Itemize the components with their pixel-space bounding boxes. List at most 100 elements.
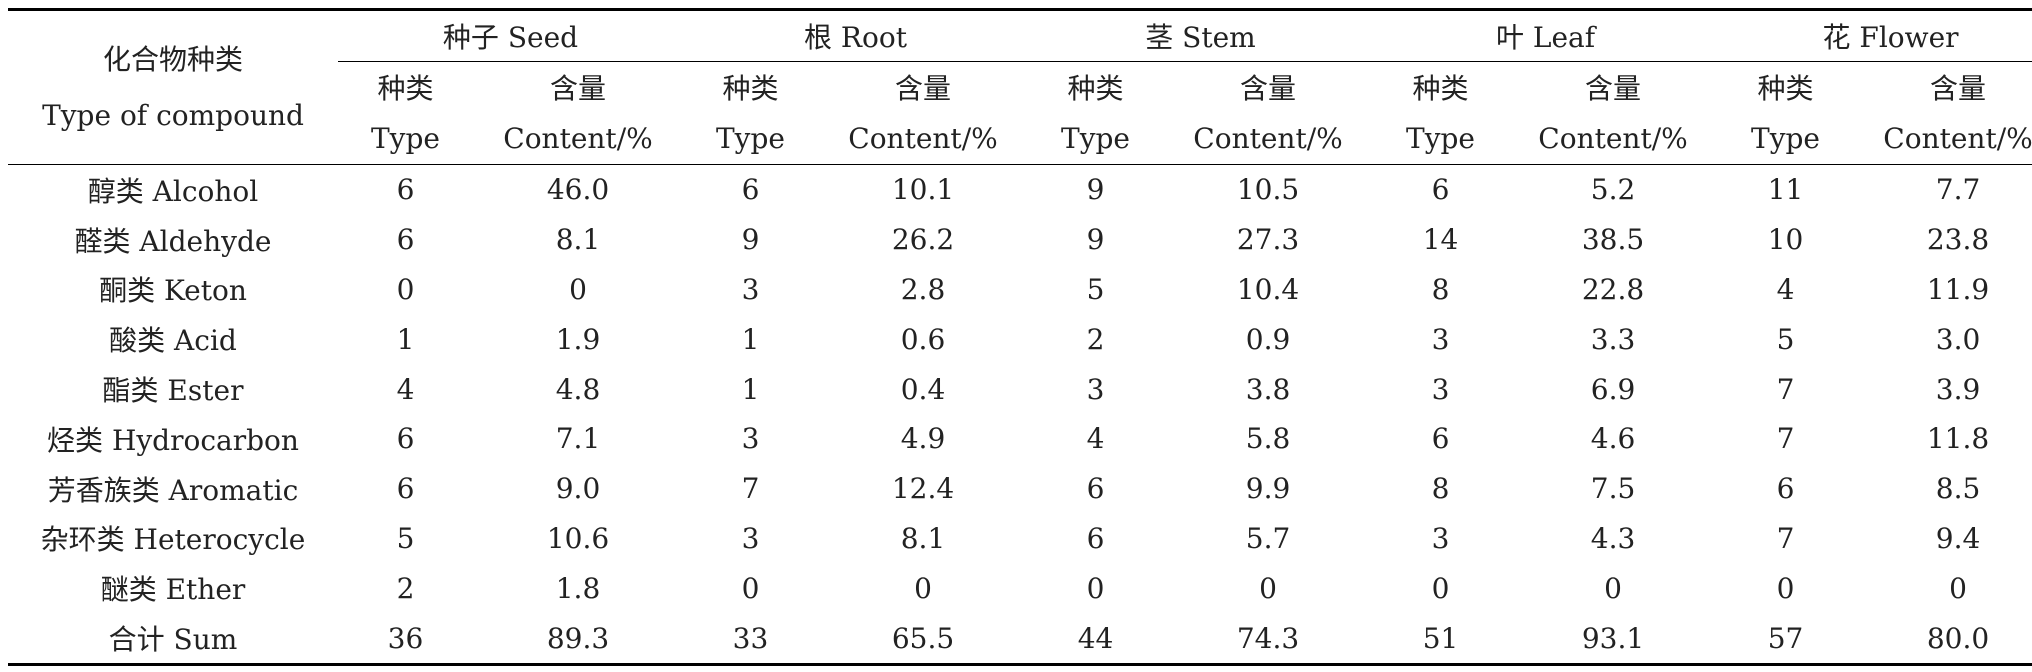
table-row: 酮类 Keton 0 0 3 2.8 5 10.4 8 22.8 4 11.9 [8,265,2032,315]
cell: 1.9 [555,322,601,356]
cell: 7 [1776,521,1795,555]
cell: 7.1 [555,422,601,456]
cell: 0 [1776,571,1795,605]
cell: 4 [396,372,415,406]
row-label: 烃类 Hydrocarbon [47,423,299,457]
subheader-content-cn: 含量 [1240,72,1297,105]
cell: 8.1 [555,223,601,257]
cell: 9.4 [1935,521,1981,555]
cell: 6 [396,223,415,257]
cell: 22.8 [1581,272,1645,306]
cell: 0 [569,272,587,306]
cell: 0 [1259,571,1277,605]
cell: 8.5 [1935,472,1981,506]
cell: 5.2 [1590,173,1636,207]
cell: 4.3 [1590,521,1636,555]
cell: 9 [741,223,760,257]
cell: 4 [1086,422,1105,456]
cell: 27.3 [1236,223,1300,257]
table-row-sum: 合计 Sum 36 89.3 33 65.5 44 74.3 51 93.1 5… [8,613,2032,665]
cell: 0 [1431,571,1450,605]
header-row-groups: 化合物种类 Type of compound 种子 Seed 根 Root 茎 … [8,9,2032,165]
cell: 0.4 [900,372,946,406]
cell: 3 [1431,521,1450,555]
header-row-sub-cn: 种类 含量 种类 含量 种类 含量 种类 含量 种类 含量 [8,62,2032,113]
group-header-leaf: 叶 Leaf [1373,9,1719,62]
group-header-flower: 花 Flower [1718,9,2032,62]
subheader-content-cn: 含量 [1930,72,1987,105]
cell: 2 [1086,322,1105,356]
cell: 1 [396,322,415,356]
group-header-root: 根 Root [683,9,1029,62]
cell: 57 [1767,621,1804,655]
compound-table: 化合物种类 Type of compound 种子 Seed 根 Root 茎 … [8,8,2032,666]
subheader-type-cn: 种类 [1757,72,1814,105]
cell: 1.8 [555,571,601,605]
subheader-type-cn: 种类 [377,72,434,105]
cell: 10 [1767,223,1804,257]
cell: 3.9 [1935,372,1981,406]
cell: 36 [387,621,424,655]
cell: 5 [1776,322,1795,356]
cell: 6 [1086,472,1105,506]
subheader-type-cn: 种类 [722,72,779,105]
subheader-type-en: Type [371,121,440,155]
cell: 10.5 [1236,173,1300,207]
cell: 0 [1949,571,1967,605]
cell: 11.9 [1926,272,1990,306]
subheader-content-en: Content/% [848,121,998,155]
table-row: 醛类 Aldehyde 6 8.1 9 26.2 9 27.3 14 38.5 … [8,215,2032,265]
cell: 0.6 [900,322,946,356]
subheader-type-en: Type [716,121,785,155]
cell: 8.1 [900,521,946,555]
cell: 33 [732,621,769,655]
cell: 3 [1431,372,1450,406]
table-row: 芳香族类 Aromatic 6 9.0 7 12.4 6 9.9 8 7.5 6… [8,464,2032,514]
subheader-content-en: Content/% [1883,121,2032,155]
cell: 23.8 [1926,223,1990,257]
cell: 26.2 [891,223,955,257]
cell: 8 [1431,472,1450,506]
corner-label-en: Type of compound [42,98,304,132]
cell: 14 [1422,223,1459,257]
header-row-sub-en: Type Content/% Type Content/% Type Conte… [8,112,2032,165]
cell: 6 [1431,422,1450,456]
row-label: 杂环类 Heterocycle [40,523,306,557]
table-row: 杂环类 Heterocycle 5 10.6 3 8.1 6 5.7 3 4.3… [8,514,2032,564]
cell: 0 [914,571,932,605]
cell: 2.8 [900,272,946,306]
cell: 4.9 [900,422,946,456]
row-label: 醇类 Alcohol [87,174,259,208]
cell: 8 [1431,272,1450,306]
cell: 5.7 [1245,521,1291,555]
table-row: 醇类 Alcohol 6 46.0 6 10.1 9 10.5 6 5.2 11… [8,165,2032,215]
subheader-content-en: Content/% [1193,121,1343,155]
cell: 6 [741,173,760,207]
cell: 11.8 [1926,422,1990,456]
cell: 5 [1086,272,1105,306]
cell: 10.6 [546,521,610,555]
cell: 9.0 [555,472,601,506]
cell: 6 [396,472,415,506]
cell: 10.1 [891,173,955,207]
table-body: 醇类 Alcohol 6 46.0 6 10.1 9 10.5 6 5.2 11… [8,165,2032,665]
subheader-type-en: Type [1061,121,1131,155]
cell: 1 [741,322,760,356]
cell: 2 [396,571,415,605]
cell: 4 [1776,272,1795,306]
cell: 6.9 [1590,372,1636,406]
cell: 38.5 [1581,223,1645,257]
cell: 51 [1422,621,1459,655]
group-header-stem: 茎 Stem [1028,9,1374,62]
cell: 4.6 [1590,422,1636,456]
table-row: 酯类 Ester 4 4.8 1 0.4 3 3.8 3 6.9 7 3.9 [8,364,2032,414]
cell: 5.8 [1245,422,1291,456]
cell: 6 [1776,472,1795,506]
subheader-type-cn: 种类 [1067,72,1124,105]
cell: 3 [741,272,760,306]
cell: 3 [1086,372,1105,406]
cell: 80.0 [1926,621,1990,655]
cell: 7 [741,472,760,506]
subheader-type-en: Type [1406,121,1476,155]
